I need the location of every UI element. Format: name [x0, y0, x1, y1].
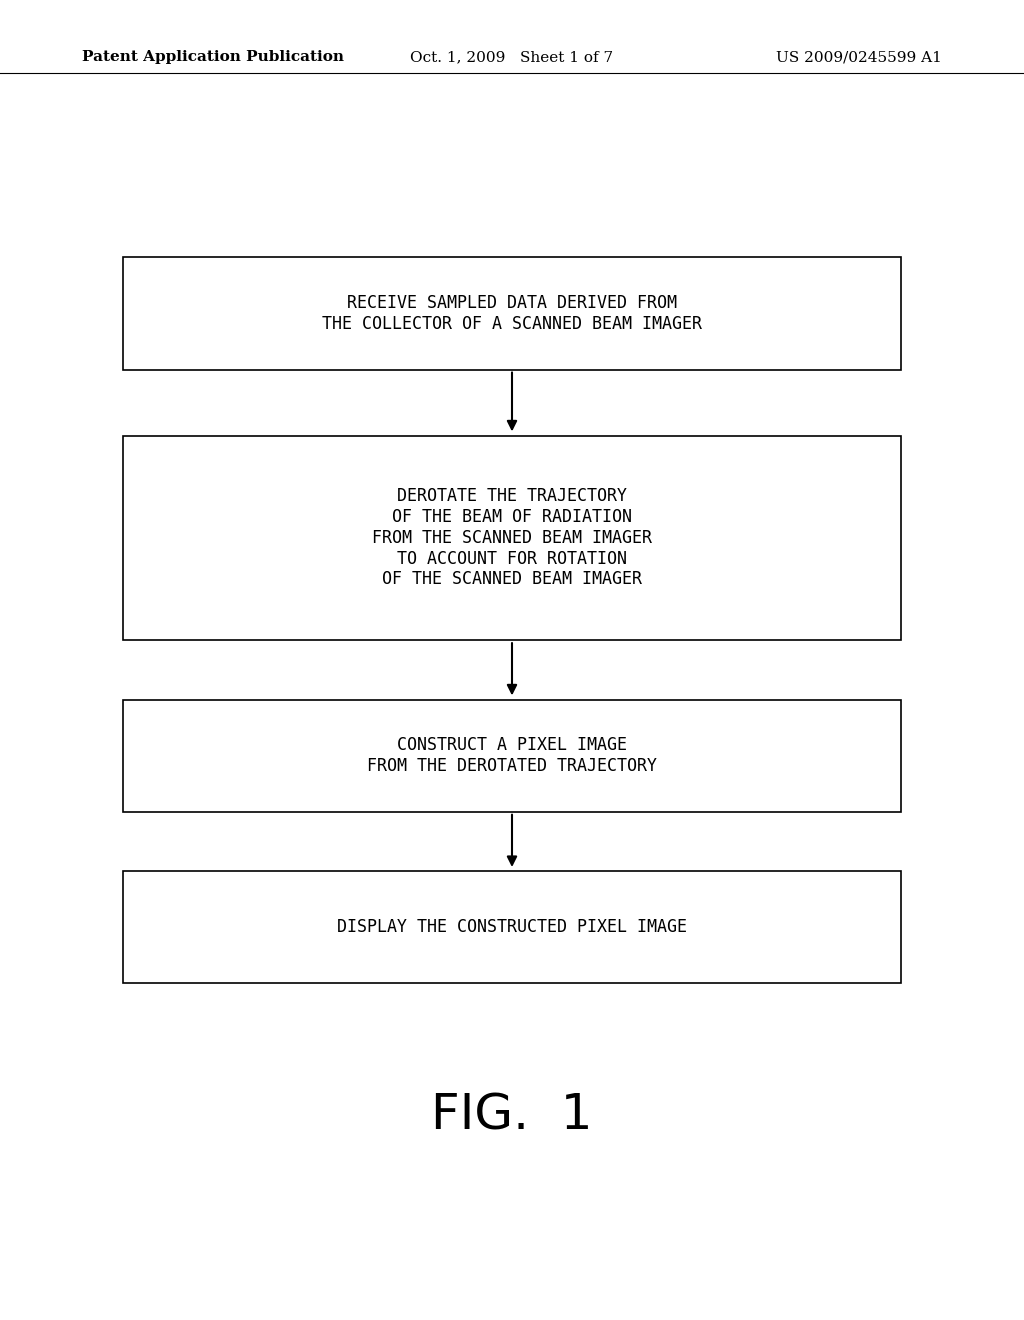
- Text: US 2009/0245599 A1: US 2009/0245599 A1: [776, 50, 942, 65]
- FancyBboxPatch shape: [123, 436, 901, 640]
- FancyBboxPatch shape: [123, 700, 901, 812]
- Text: RECEIVE SAMPLED DATA DERIVED FROM
THE COLLECTOR OF A SCANNED BEAM IMAGER: RECEIVE SAMPLED DATA DERIVED FROM THE CO…: [322, 294, 702, 333]
- Text: CONSTRUCT A PIXEL IMAGE
FROM THE DEROTATED TRAJECTORY: CONSTRUCT A PIXEL IMAGE FROM THE DEROTAT…: [367, 737, 657, 775]
- Text: DEROTATE THE TRAJECTORY
OF THE BEAM OF RADIATION
FROM THE SCANNED BEAM IMAGER
TO: DEROTATE THE TRAJECTORY OF THE BEAM OF R…: [372, 487, 652, 589]
- Text: Patent Application Publication: Patent Application Publication: [82, 50, 344, 65]
- Text: FIG.  1: FIG. 1: [431, 1092, 593, 1139]
- FancyBboxPatch shape: [123, 871, 901, 983]
- Text: DISPLAY THE CONSTRUCTED PIXEL IMAGE: DISPLAY THE CONSTRUCTED PIXEL IMAGE: [337, 919, 687, 936]
- FancyBboxPatch shape: [123, 257, 901, 370]
- Text: Oct. 1, 2009   Sheet 1 of 7: Oct. 1, 2009 Sheet 1 of 7: [411, 50, 613, 65]
